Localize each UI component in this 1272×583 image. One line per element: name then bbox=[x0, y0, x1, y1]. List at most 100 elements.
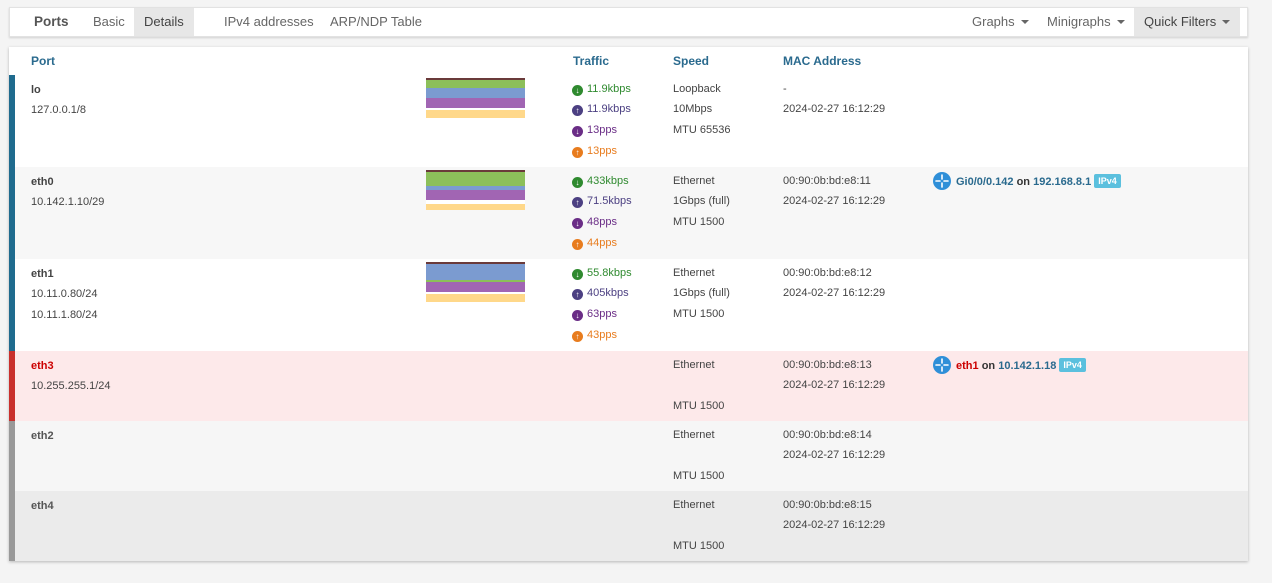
mac-address: 00:90:0b:bd:e8:15 bbox=[783, 499, 872, 511]
packets-in-rate: ↓ 13pps bbox=[572, 120, 631, 141]
port-address: 10.11.0.80/24 bbox=[31, 288, 98, 300]
graphs-dropdown[interactable]: Graphs bbox=[972, 8, 1029, 36]
ipv4-badge: IPv4 bbox=[1059, 358, 1086, 372]
port-speed bbox=[673, 515, 724, 536]
mac-address: 00:90:0b:bd:e8:13 bbox=[783, 359, 872, 371]
port-speed: 10Mbps bbox=[673, 103, 713, 115]
port-type: Ethernet bbox=[673, 429, 715, 441]
port-address: 10.142.1.10/29 bbox=[31, 196, 105, 208]
arrow-up-circle-icon: ↑ bbox=[572, 197, 583, 208]
last-change-time: 2024-02-27 16:12:29 bbox=[783, 449, 886, 461]
packets-in-rate: ↓ 48pps bbox=[572, 212, 632, 233]
port-mtu: MTU 65536 bbox=[673, 124, 731, 136]
table-row[interactable]: eth3 10.255.255.1/24 Ethernet MTU 1500 0… bbox=[9, 351, 1248, 421]
table-row[interactable]: eth0 10.142.1.10/29 ↓ 433kbps ↑ 71.5kbps ↓… bbox=[9, 167, 1248, 259]
neighbour-port-link[interactable]: eth1 bbox=[956, 360, 979, 372]
port-mtu: MTU 1500 bbox=[673, 216, 725, 228]
neighbour-host-link[interactable]: 10.142.1.18 bbox=[998, 360, 1057, 372]
arrow-up-circle-icon: ↑ bbox=[572, 147, 583, 158]
tab-basic[interactable]: Basic bbox=[93, 14, 125, 29]
traffic-minigraph[interactable] bbox=[426, 262, 525, 302]
table-row[interactable]: eth4 Ethernet MTU 1500 00:90:0b:bd:e8:15… bbox=[9, 491, 1248, 561]
port-type: Ethernet bbox=[673, 175, 715, 187]
port-mtu: MTU 1500 bbox=[673, 470, 725, 482]
port-mtu: MTU 1500 bbox=[673, 308, 725, 320]
traffic-out-rate: ↑ 405kbps bbox=[572, 283, 632, 304]
arrow-up-circle-icon: ↑ bbox=[572, 289, 583, 300]
quick-filters-dropdown[interactable]: Quick Filters bbox=[1134, 8, 1241, 36]
ipv4-badge: IPv4 bbox=[1094, 174, 1121, 188]
table-row[interactable]: eth1 10.11.0.80/24 10.11.1.80/24 ↓ 55.8kb… bbox=[9, 259, 1248, 351]
router-icon bbox=[933, 172, 951, 190]
status-bar bbox=[9, 167, 15, 259]
tab-ipv4-addresses[interactable]: IPv4 addresses bbox=[224, 14, 314, 29]
neighbour-info: Gi0/0/0.142 on 192.168.8.1 IPv4 bbox=[933, 172, 1121, 190]
ports-table: Port Traffic Speed MAC Address lo 127.0.… bbox=[9, 47, 1248, 561]
packets-out-rate: ↑ 43pps bbox=[572, 325, 632, 346]
chevron-down-icon bbox=[1020, 20, 1029, 24]
arrow-down-circle-icon: ↓ bbox=[572, 126, 583, 137]
port-address: 10.255.255.1/24 bbox=[31, 380, 111, 392]
traffic-in-rate: ↓ 55.8kbps bbox=[572, 263, 632, 283]
traffic-in-rate: ↓ 11.9kbps bbox=[572, 79, 631, 99]
traffic-out-rate: ↑ 71.5kbps bbox=[572, 191, 632, 212]
neighbour-on-text: on bbox=[981, 360, 996, 372]
arrow-down-circle-icon: ↓ bbox=[572, 310, 583, 321]
port-type: Ethernet bbox=[673, 267, 715, 279]
quick-filters-label: Quick Filters bbox=[1144, 14, 1217, 29]
tab-details[interactable]: Details bbox=[134, 8, 194, 36]
neighbour-port-link[interactable]: Gi0/0/0.142 bbox=[956, 176, 1014, 188]
minigraphs-dropdown[interactable]: Minigraphs bbox=[1047, 8, 1125, 36]
packets-out-rate: ↑ 13pps bbox=[572, 141, 631, 162]
arrow-up-circle-icon: ↑ bbox=[572, 239, 583, 250]
port-mtu: MTU 1500 bbox=[673, 540, 725, 552]
nav-title: Ports bbox=[34, 14, 69, 29]
port-name-link[interactable]: lo bbox=[31, 84, 41, 96]
top-navbar: Ports Basic Details IPv4 addresses ARP/N… bbox=[9, 7, 1248, 37]
port-type: Ethernet bbox=[673, 359, 715, 371]
tab-arp-ndp-table[interactable]: ARP/NDP Table bbox=[330, 14, 423, 29]
port-mtu: MTU 1500 bbox=[673, 400, 725, 412]
mac-address: 00:90:0b:bd:e8:12 bbox=[783, 267, 872, 279]
traffic-out-rate: ↑ 11.9kbps bbox=[572, 99, 631, 120]
port-type: Ethernet bbox=[673, 499, 715, 511]
header-traffic[interactable]: Traffic bbox=[573, 54, 610, 68]
status-bar bbox=[9, 421, 15, 491]
port-type: Loopback bbox=[673, 83, 721, 95]
neighbour-on-text: on bbox=[1016, 176, 1031, 188]
neighbour-info: eth1 on 10.142.1.18 IPv4 bbox=[933, 356, 1086, 374]
table-row[interactable]: lo 127.0.0.1/8 ↓ 11.9kbps ↑ 11.9kbps ↓ 13pp… bbox=[9, 75, 1248, 167]
traffic-minigraph[interactable] bbox=[426, 170, 525, 210]
port-name-link[interactable]: eth2 bbox=[31, 430, 54, 442]
port-speed: 1Gbps (full) bbox=[673, 287, 730, 299]
last-change-time: 2024-02-27 16:12:29 bbox=[783, 519, 886, 531]
header-speed[interactable]: Speed bbox=[673, 54, 710, 68]
port-address: 127.0.0.1/8 bbox=[31, 104, 87, 116]
arrow-up-circle-icon: ↑ bbox=[572, 105, 583, 116]
neighbour-host-link[interactable]: 192.168.8.1 bbox=[1033, 176, 1092, 188]
arrow-down-circle-icon: ↓ bbox=[572, 218, 583, 229]
port-name-link[interactable]: eth4 bbox=[31, 500, 54, 512]
port-address: 10.11.1.80/24 bbox=[31, 309, 98, 321]
port-name-link[interactable]: eth0 bbox=[31, 176, 54, 188]
minigraphs-label: Minigraphs bbox=[1047, 14, 1111, 29]
mac-address: 00:90:0b:bd:e8:11 bbox=[783, 175, 871, 187]
arrow-up-circle-icon: ↑ bbox=[572, 331, 583, 342]
port-speed: 1Gbps (full) bbox=[673, 195, 730, 207]
table-row[interactable]: eth2 Ethernet MTU 1500 00:90:0b:bd:e8:14… bbox=[9, 421, 1248, 491]
last-change-time: 2024-02-27 16:12:29 bbox=[783, 379, 886, 391]
header-mac-address[interactable]: MAC Address bbox=[783, 54, 862, 68]
port-name-link[interactable]: eth1 bbox=[31, 268, 54, 280]
header-port[interactable]: Port bbox=[31, 54, 55, 68]
packets-in-rate: ↓ 63pps bbox=[572, 304, 632, 325]
traffic-in-rate: ↓ 433kbps bbox=[572, 171, 632, 191]
router-icon bbox=[933, 356, 951, 374]
arrow-down-circle-icon: ↓ bbox=[572, 269, 583, 280]
status-bar bbox=[9, 491, 15, 561]
mac-address: 00:90:0b:bd:e8:14 bbox=[783, 429, 872, 441]
status-bar bbox=[9, 75, 15, 167]
port-name-link[interactable]: eth3 bbox=[31, 360, 54, 372]
status-bar bbox=[9, 351, 15, 421]
traffic-minigraph[interactable] bbox=[426, 78, 525, 118]
chevron-down-icon bbox=[1116, 20, 1125, 24]
